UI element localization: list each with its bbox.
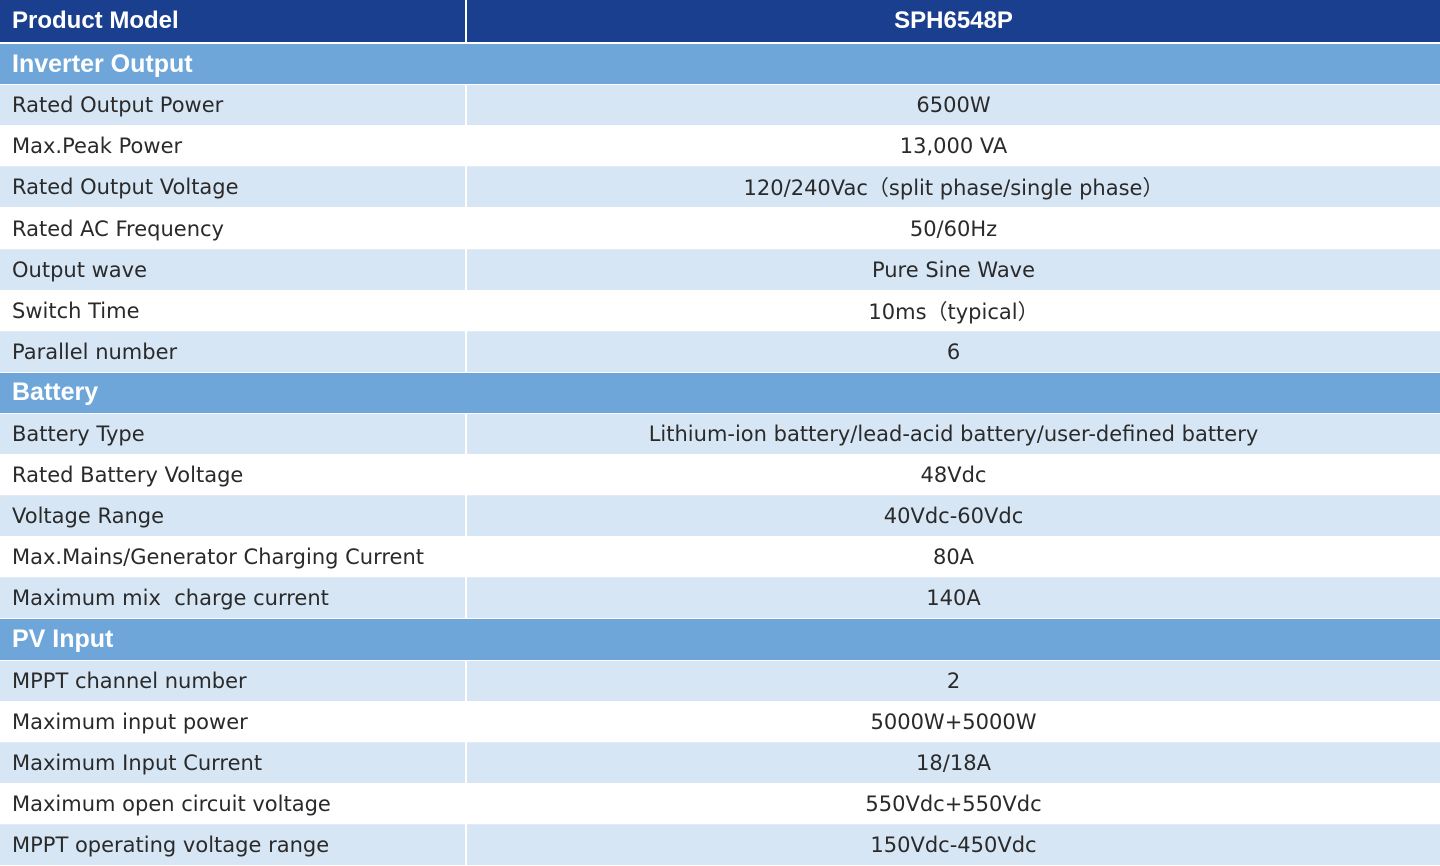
spec-label: Max.Mains/Generator Charging Current [0, 536, 466, 579]
spec-row: MPPT operating voltage range 150Vdc-450Vd… [0, 824, 1440, 866]
spec-value: 40Vdc-60Vdc [465, 495, 1440, 538]
spec-label: Maximum input power [0, 701, 466, 743]
spec-row: Rated AC Frequency 50/60Hz [0, 207, 1440, 250]
header-model: SPH6548P [465, 0, 1440, 45]
spec-label: Maximum open circuit voltage [0, 783, 466, 825]
spec-row: Maximum open circuit voltage 550Vdc+550Vd… [0, 783, 1440, 825]
spec-row: Maximum input power 5000W+5000W [0, 701, 1440, 743]
spec-row: Battery Type Lithium-ion battery/lead-aci… [0, 413, 1440, 456]
spec-label: Switch Time [0, 290, 466, 332]
spec-row: Voltage Range 40Vdc-60Vdc [0, 495, 1440, 538]
section-title: PV Input [0, 618, 1440, 661]
spec-label: Output wave [0, 249, 466, 291]
spec-label: Maximum Input Current [0, 742, 466, 784]
spec-value: 13,000 VA [465, 125, 1440, 168]
spec-row: Max.Mains/Generator Charging Current 80A [0, 536, 1440, 579]
spec-label: Rated Battery Voltage [0, 454, 466, 497]
spec-label: Rated Output Power [0, 84, 466, 127]
spec-value: 80A [465, 536, 1440, 579]
spec-label: Parallel number [0, 331, 466, 373]
spec-value: 50/60Hz [465, 207, 1440, 250]
spec-value: 10ms（typical） [465, 290, 1440, 332]
section-row: PV Input [0, 618, 1440, 661]
spec-row: Rated Battery Voltage 48Vdc [0, 454, 1440, 497]
spec-row: Maximum mix charge current 140A [0, 577, 1440, 620]
spec-row: Rated Output Voltage 120/240Vac（split pha… [0, 166, 1440, 209]
spec-value: 150Vdc-450Vdc [465, 824, 1440, 866]
spec-value: 550Vdc+550Vdc [465, 783, 1440, 825]
spec-value: 2 [465, 660, 1440, 702]
section-row: Battery [0, 372, 1440, 414]
header-label: Product Model [0, 0, 466, 45]
spec-row: Max.Peak Power 13,000 VA [0, 125, 1440, 168]
spec-row: MPPT channel number 2 [0, 660, 1440, 702]
spec-label: MPPT channel number [0, 660, 466, 702]
section-row: Inverter Output [0, 43, 1440, 86]
spec-label: Rated AC Frequency [0, 207, 466, 250]
spec-label: Battery Type [0, 413, 466, 456]
section-title: Battery [0, 372, 1440, 414]
spec-row: Rated Output Power 6500W [0, 84, 1440, 127]
spec-row: Maximum Input Current 18/18A [0, 742, 1440, 784]
spec-value: 18/18A [465, 742, 1440, 784]
spec-value: 5000W+5000W [465, 701, 1440, 743]
spec-value: 140A [465, 577, 1440, 620]
spec-row: Output wave Pure Sine Wave [0, 249, 1440, 291]
spec-row: Switch Time 10ms（typical） [0, 290, 1440, 332]
spec-value: 6500W [465, 84, 1440, 127]
spec-label: Rated Output Voltage [0, 166, 466, 209]
spec-value: Pure Sine Wave [465, 249, 1440, 291]
spec-label: Voltage Range [0, 495, 466, 538]
section-title: Inverter Output [0, 43, 1440, 86]
spec-label: MPPT operating voltage range [0, 824, 466, 866]
spec-row: Parallel number 6 [0, 331, 1440, 373]
spec-value: 48Vdc [465, 454, 1440, 497]
spec-value: Lithium-ion battery/lead-acid battery/us… [465, 413, 1440, 456]
spec-label: Maximum mix charge current [0, 577, 466, 620]
header-row: Product Model SPH6548P [0, 0, 1440, 45]
spec-value: 120/240Vac（split phase/single phase） [465, 166, 1440, 209]
spec-label: Max.Peak Power [0, 125, 466, 168]
spec-value: 6 [465, 331, 1440, 373]
